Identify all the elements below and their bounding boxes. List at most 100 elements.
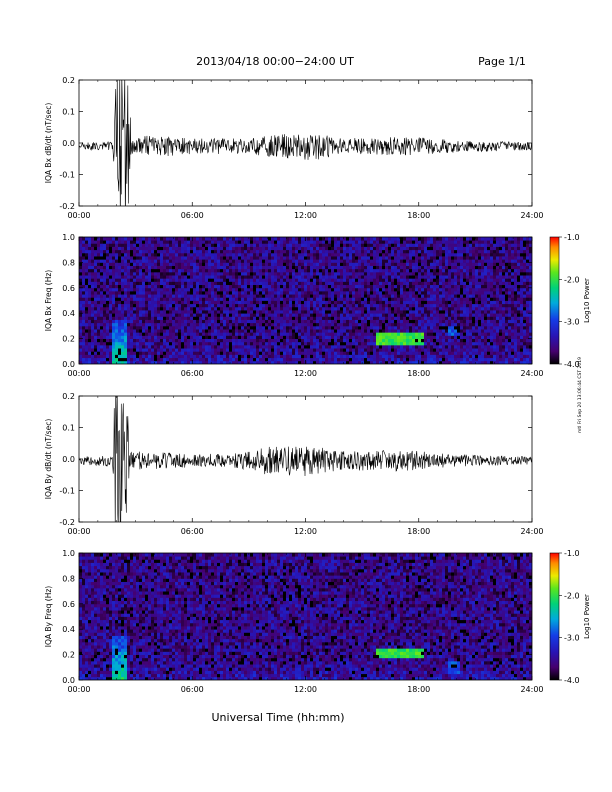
spectrogram-cell	[283, 357, 287, 362]
spectrogram-cell	[223, 290, 227, 295]
spectrogram-cell	[163, 252, 167, 257]
spectrogram-cell	[178, 325, 182, 330]
spectrogram-cell	[136, 290, 140, 295]
spectrogram-cell	[109, 237, 113, 241]
spectrogram-cell	[298, 344, 302, 349]
spectrogram-cell	[121, 351, 125, 355]
spectrogram-cell	[220, 306, 224, 311]
spectrogram-cell	[415, 325, 419, 330]
spectrogram-cell	[271, 341, 275, 346]
spectrogram-cell	[421, 287, 425, 292]
spectrogram-cell	[307, 259, 311, 263]
spectrogram-cell	[160, 275, 164, 279]
spectrogram-cell	[376, 275, 380, 279]
spectrogram-cell	[436, 325, 440, 330]
spectrogram-cell	[97, 287, 101, 292]
spectrogram-cell	[316, 341, 320, 346]
spectrogram-cell	[223, 313, 227, 317]
spectrogram-cell	[421, 310, 425, 314]
spectrogram-cell	[247, 278, 251, 282]
spectrogram-cell	[151, 322, 155, 327]
spectrogram-cell	[247, 300, 251, 305]
spectrogram-cell	[217, 332, 221, 336]
spectrogram-cell	[202, 240, 206, 244]
spectrogram-cell	[346, 275, 350, 279]
spectrogram-cell	[202, 275, 206, 279]
spectrogram-cell	[427, 348, 431, 352]
spectrogram-cell	[301, 240, 305, 244]
spectrogram-cell	[397, 262, 401, 266]
spectrogram-cell	[304, 240, 308, 244]
spectrogram-cell	[148, 275, 152, 279]
spectrogram-cell	[91, 344, 95, 349]
spectrogram-cell	[79, 294, 83, 298]
spectrogram-cell	[142, 243, 146, 247]
spectrogram-cell	[88, 243, 92, 247]
spectrogram-cell	[130, 357, 134, 362]
spectrogram-cell	[403, 329, 407, 333]
spectrogram-cell	[253, 265, 257, 270]
spectrogram-cell	[412, 341, 416, 346]
spectrogram-cell	[214, 357, 218, 362]
spectrogram-cell	[358, 256, 362, 260]
spectrogram-cell	[181, 297, 185, 301]
spectrogram-cell	[100, 338, 104, 343]
spectrogram-cell	[169, 240, 173, 244]
spectrogram-cell	[121, 243, 125, 247]
spectrogram-cell	[178, 259, 182, 263]
spectrogram-cell	[91, 310, 95, 314]
spectrogram-cell	[364, 249, 368, 254]
spectrogram-cell	[304, 252, 308, 257]
y-tick-label: 0.2	[62, 76, 75, 85]
spectrogram-cell	[319, 335, 323, 339]
spectrogram-cell	[391, 300, 395, 305]
spectrogram-cell	[118, 310, 122, 314]
spectrogram-cell	[313, 306, 317, 311]
spectrogram-cell	[361, 278, 365, 282]
spectrogram-cell	[82, 341, 86, 346]
spectrogram-cell	[109, 310, 113, 314]
spectrogram-cell	[202, 271, 206, 276]
spectrogram-cell	[100, 246, 104, 251]
spectrogram-cell	[88, 256, 92, 260]
spectrogram-cell	[253, 351, 257, 355]
spectrogram-cell	[190, 354, 194, 359]
spectrogram-cell	[388, 310, 392, 314]
spectrogram-cell	[193, 332, 197, 336]
spectrogram-cell	[187, 290, 191, 295]
spectrogram-cell	[97, 275, 101, 279]
spectrogram-cell	[184, 300, 188, 305]
spectrogram-cell	[214, 262, 218, 266]
spectrogram-cell	[256, 300, 260, 305]
spectrogram-cell	[391, 246, 395, 251]
spectrogram-cell	[382, 275, 386, 279]
spectrogram-cell	[313, 310, 317, 314]
spectrogram-cell	[184, 332, 188, 336]
spectrogram-cell	[127, 310, 131, 314]
spectrogram-cell	[175, 332, 179, 336]
spectrogram-cell	[190, 281, 194, 286]
spectrogram-cell	[232, 262, 236, 266]
spectrogram-cell	[91, 271, 95, 276]
spectrogram-cell	[331, 344, 335, 349]
spectrogram-cell	[412, 303, 416, 308]
spectrogram-cell	[226, 357, 230, 362]
spectrogram-cell	[373, 357, 377, 362]
spectrogram-cell	[325, 348, 329, 352]
spectrogram-cell	[268, 313, 272, 317]
spectrogram-cell	[163, 275, 167, 279]
spectrogram-cell	[172, 316, 176, 320]
spectrogram-cell	[394, 252, 398, 257]
spectrogram-cell	[127, 268, 131, 273]
spectrogram-cell	[85, 281, 89, 286]
spectrogram-cell	[145, 259, 149, 263]
spectrogram-cell	[127, 256, 131, 260]
spectrogram-cell	[205, 240, 209, 244]
spectrogram-cell	[211, 256, 215, 260]
spectrogram-cell	[289, 329, 293, 333]
spectrogram-cell	[250, 252, 254, 257]
spectrogram-cell	[310, 332, 314, 336]
spectrogram-cell	[292, 278, 296, 282]
spectrogram-cell	[346, 268, 350, 273]
spectrogram-cell	[109, 287, 113, 292]
